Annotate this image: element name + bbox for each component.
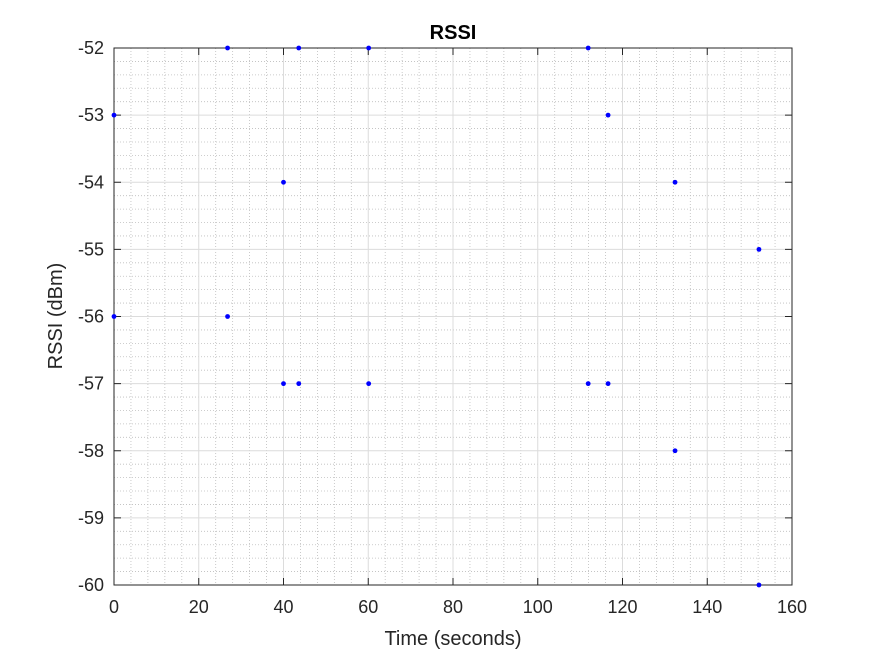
data-point [111,314,117,319]
x-axis-label: Time (seconds) [384,628,521,650]
y-tick-label: -52 [78,38,104,58]
y-tick-label: -55 [78,239,104,259]
x-tick-label: 120 [607,597,637,617]
data-point [296,381,302,387]
y-axis-label: RSSI (dBm) [45,263,67,370]
x-tick-label: 100 [523,597,553,617]
data-point [281,179,286,185]
x-tick-label: 0 [109,597,119,617]
x-tick-label: 40 [273,597,293,617]
y-tick-label: -59 [78,508,104,528]
data-point [281,381,286,387]
data-point [366,45,372,51]
y-tick-label: -53 [78,105,104,125]
data-point [605,112,611,118]
data-point [756,246,762,252]
data-point [366,381,372,387]
data-point [111,112,117,118]
x-tick-label: 80 [443,597,463,617]
x-tick-label: 20 [189,597,209,617]
data-point [585,381,591,387]
y-tick-label: -57 [78,374,104,394]
y-tick-label: -58 [78,441,104,461]
chart-title: RSSI [430,22,477,44]
data-point [672,448,678,454]
data-point [225,314,230,319]
y-tick-label: -60 [78,575,104,595]
x-tick-label: 60 [358,597,378,617]
data-point [605,381,611,387]
data-point [585,45,591,51]
x-tick-label: 160 [777,597,807,617]
data-point [296,45,302,51]
x-tick-labels: 0 20 40 60 80 100 120 140 160 [109,597,807,617]
y-tick-label: -54 [78,172,104,192]
y-tick-label: -56 [78,307,104,327]
data-point [756,582,762,588]
data-points [111,45,762,588]
data-point [672,179,678,185]
y-tick-labels: -52 -53 -54 -55 -56 -57 -58 -59 -60 [78,38,104,595]
x-tick-label: 140 [692,597,722,617]
data-point [225,45,230,51]
